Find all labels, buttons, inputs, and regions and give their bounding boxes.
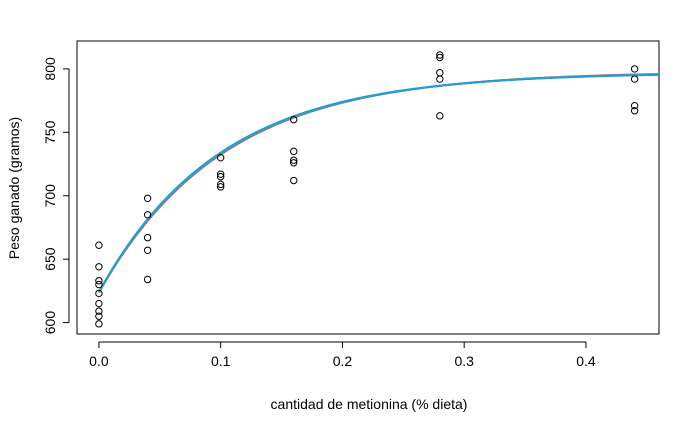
data-point: [143, 246, 152, 254]
data-point: [95, 312, 103, 320]
data-point: [216, 183, 225, 191]
data-point: [95, 277, 103, 285]
data-point: [436, 112, 444, 120]
fitted-curves: [98, 73, 660, 294]
data-point: [216, 180, 225, 189]
data-point: [630, 65, 639, 73]
data-point: [95, 289, 103, 298]
data-point: [290, 159, 298, 167]
data-point: [436, 53, 444, 62]
data-point: [290, 156, 298, 164]
x-tick-label: 0.1: [211, 353, 231, 369]
y-tick-label: 750: [42, 120, 58, 144]
data-point: [216, 170, 225, 178]
data-point: [143, 233, 152, 242]
x-axis-label: cantidad de metionina (% dieta): [271, 396, 468, 412]
x-tick-label: 0.0: [89, 353, 109, 369]
data-point: [436, 69, 444, 77]
data-point: [95, 280, 103, 289]
data-point: [436, 51, 444, 59]
data-point: [290, 147, 298, 156]
plot-frame: [76, 40, 660, 335]
x-tick-label: 0.4: [576, 353, 596, 369]
data-point: [630, 75, 639, 83]
data-point: [290, 176, 298, 185]
y-axis-label: Peso ganado (gramos): [6, 117, 22, 259]
data-point: [95, 320, 103, 328]
data-point: [436, 75, 444, 83]
data-point: [143, 211, 152, 219]
x-axis: 0.0 0.1 0.2 0.3 0.4: [89, 341, 596, 369]
data-point: [143, 194, 152, 202]
y-tick-label: 600: [42, 311, 58, 335]
fitted-curve: [98, 73, 660, 293]
data-point: [143, 275, 152, 284]
data-points: [95, 51, 639, 328]
y-tick-label: 700: [42, 184, 58, 208]
y-tick-label: 650: [42, 247, 58, 271]
data-point: [630, 107, 639, 115]
data-point: [216, 153, 225, 162]
x-tick-label: 0.3: [454, 353, 474, 369]
y-tick-label: 800: [42, 57, 58, 81]
data-point: [290, 115, 298, 124]
data-point: [95, 241, 103, 249]
fitted-curve: [98, 73, 660, 293]
data-point: [630, 101, 639, 110]
data-point: [216, 173, 225, 181]
data-point: [95, 307, 103, 315]
x-tick-label: 0.2: [333, 353, 353, 369]
y-axis: 600 650 700 750 800: [42, 57, 70, 335]
data-point: [95, 299, 103, 308]
data-point: [95, 263, 103, 271]
